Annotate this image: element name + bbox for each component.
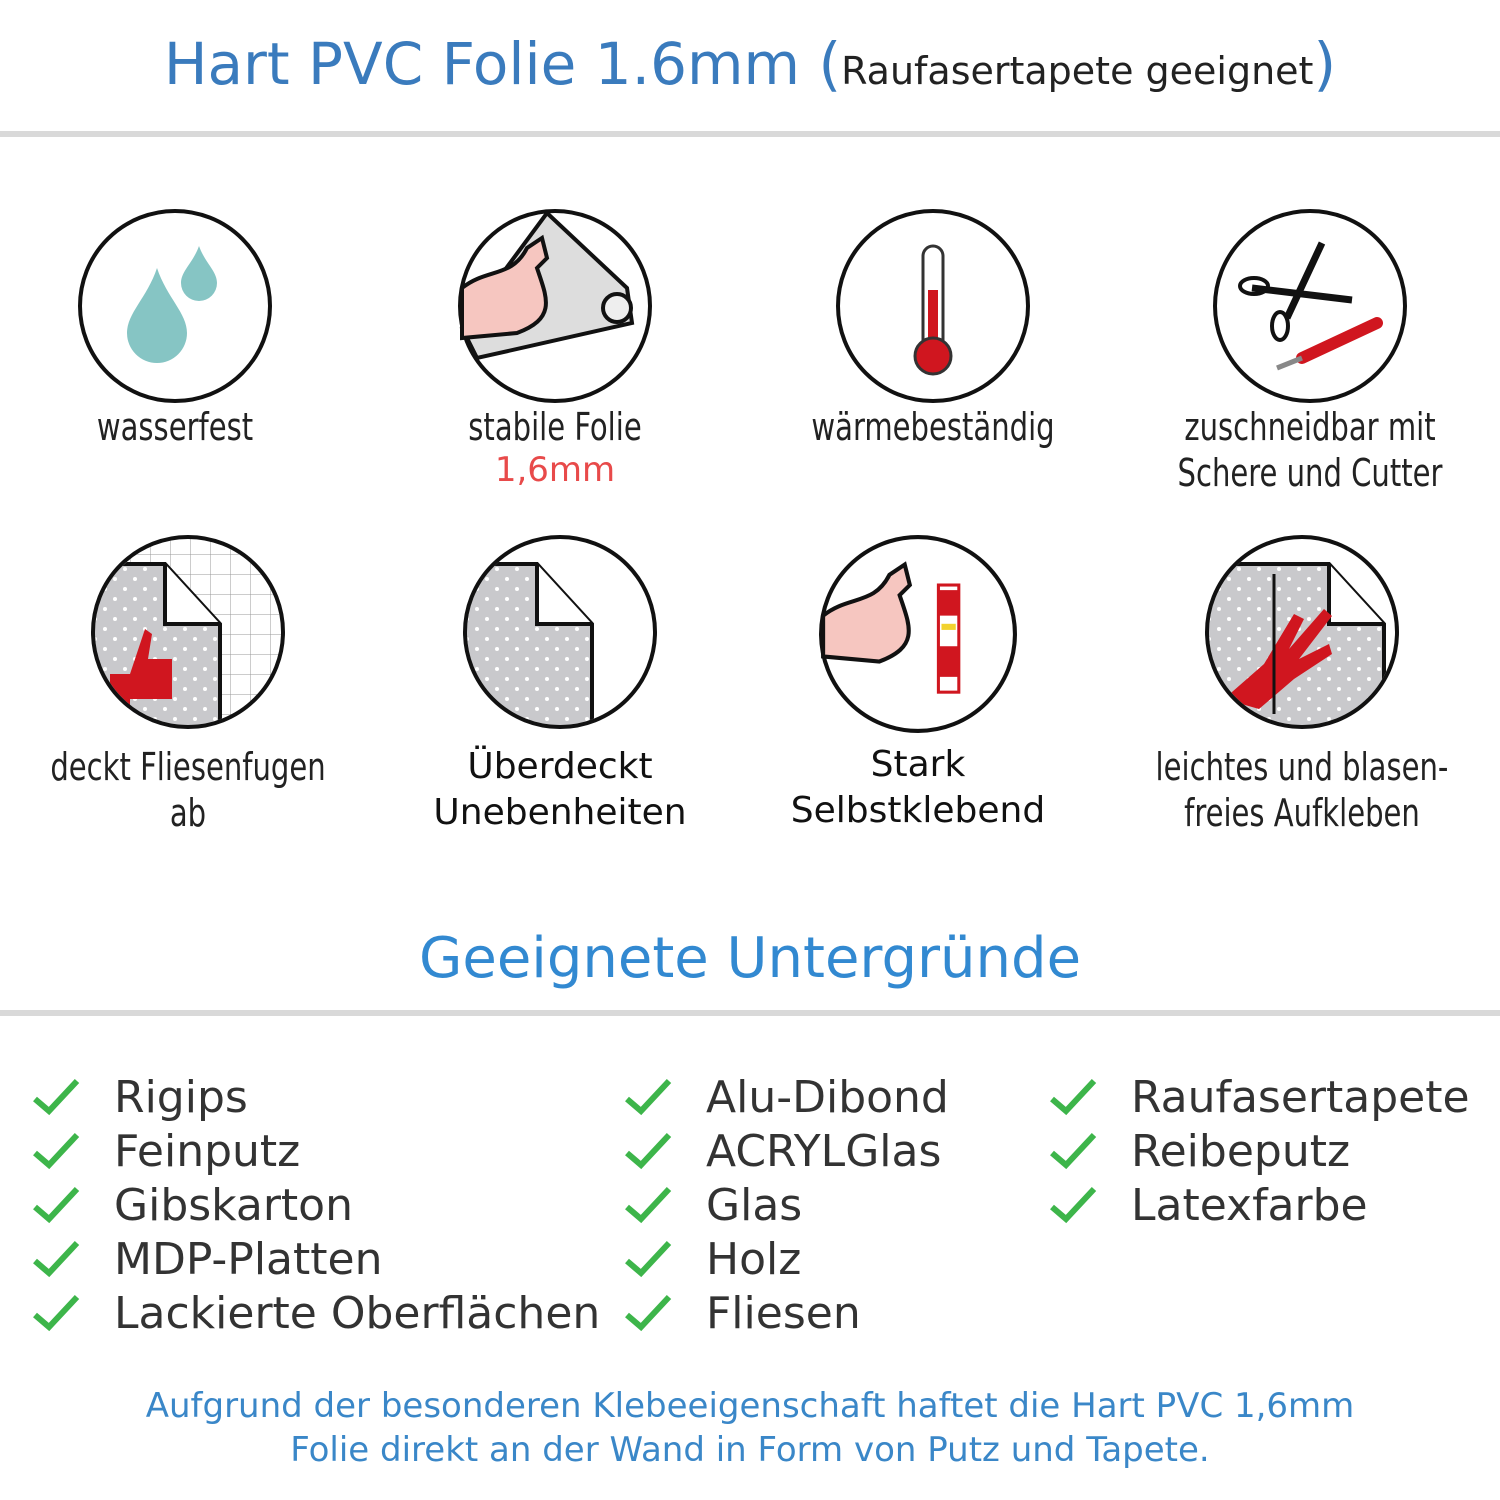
feature-covers-joints: deckt Fliesenfugen ab: [8, 534, 368, 836]
check-icon: [625, 1294, 672, 1332]
surface-label: Feinputz: [114, 1125, 301, 1177]
check-icon: [33, 1294, 80, 1332]
feature-label: Unebenheiten: [433, 792, 687, 833]
feature-label: Stark: [870, 744, 966, 785]
surface-item: Alu-Dibond: [624, 1070, 949, 1124]
title-subtitle: Raufasertapete geeignet: [841, 49, 1314, 93]
feature-label: wasserfest: [96, 405, 254, 449]
feature-waterproof: wasserfest: [0, 208, 355, 450]
paren: (: [818, 30, 842, 98]
thermometer-icon: [836, 209, 1030, 403]
surface-label: Gibskarton: [114, 1179, 353, 1231]
page-title: Hart PVC Folie 1.6mm (Raufasertapete gee…: [0, 30, 1500, 98]
surface-item: Lackierte Oberflächen: [32, 1286, 600, 1340]
surface-item: Latexfarbe: [1049, 1178, 1470, 1232]
check-icon: [625, 1132, 672, 1170]
check-icon: [625, 1186, 672, 1224]
divider: [0, 131, 1500, 137]
arm-glue-icon: [819, 535, 1017, 733]
surface-label: Latexfarbe: [1131, 1179, 1368, 1231]
feature-label: zuschneidbar mit: [1184, 405, 1436, 449]
check-icon: [33, 1132, 80, 1170]
feature-stable: stabile Folie 1,6mm: [375, 208, 735, 490]
surface-item: Raufasertapete: [1049, 1070, 1470, 1124]
foil-corner-icon: [463, 535, 657, 729]
surface-item: ACRYLGlas: [624, 1124, 949, 1178]
surface-label: Alu-Dibond: [706, 1071, 949, 1123]
surface-label: MDP-Platten: [114, 1233, 383, 1285]
check-icon: [625, 1240, 672, 1278]
feature-label: Überdeckt: [467, 746, 653, 787]
surface-item: Rigips: [32, 1070, 600, 1124]
scissors-cutter-icon: [1213, 209, 1407, 403]
feature-easy-application: leichtes und blasen- freies Aufkleben: [1122, 534, 1482, 836]
check-icon: [1050, 1078, 1097, 1116]
footer-line: Aufgrund der besonderen Klebeeigenschaft…: [145, 1386, 1355, 1426]
feature-covers-unevenness: Überdeckt Unebenheiten: [380, 534, 740, 836]
footer-note: Aufgrund der besonderen Klebeeigenschaft…: [0, 1384, 1500, 1472]
feature-label: leichtes und blasen-: [1155, 745, 1449, 789]
surface-label: Rigips: [114, 1071, 248, 1123]
surface-item: Reibeputz: [1049, 1124, 1470, 1178]
check-icon: [625, 1078, 672, 1116]
surface-item: Glas: [624, 1178, 949, 1232]
check-icon: [33, 1240, 80, 1278]
feature-label: freies Aufkleben: [1184, 791, 1420, 835]
surface-list-2: Alu-Dibond ACRYLGlas Glas Holz Fliesen: [624, 1070, 949, 1340]
surface-item: Feinputz: [32, 1124, 600, 1178]
check-icon: [1050, 1132, 1097, 1170]
feature-label: Selbstklebend: [790, 790, 1046, 831]
footer-line: Folie direkt an der Wand in Form von Put…: [290, 1430, 1210, 1470]
surface-item: Fliesen: [624, 1286, 949, 1340]
surface-label: Fliesen: [706, 1287, 861, 1339]
surface-item: Gibskarton: [32, 1178, 600, 1232]
thumbs-up-tiles-icon: [91, 535, 285, 729]
feature-label: wärmebeständig: [811, 405, 1055, 449]
surface-list-3: Raufasertapete Reibeputz Latexfarbe: [1049, 1070, 1470, 1232]
title-main: Hart PVC Folie 1.6mm: [163, 30, 801, 98]
surface-label: Lackierte Oberflächen: [114, 1287, 601, 1339]
check-icon: [33, 1186, 80, 1224]
paren: ): [1313, 30, 1337, 98]
surface-label: Holz: [706, 1233, 802, 1285]
surface-list-1: Rigips Feinputz Gibskarton MDP-Platten Lacki…: [32, 1070, 600, 1340]
check-icon: [1050, 1186, 1097, 1224]
surface-label: ACRYLGlas: [706, 1125, 942, 1177]
surface-label: Raufasertapete: [1131, 1071, 1470, 1123]
feature-label: stabile Folie: [468, 405, 642, 449]
surface-item: Holz: [624, 1232, 949, 1286]
feature-label: deckt Fliesenfugen ab: [50, 745, 326, 835]
thickness-highlight: 1,6mm: [494, 450, 616, 490]
feature-heat-resistant: wärmebeständig: [753, 208, 1113, 450]
surface-label: Glas: [706, 1179, 803, 1231]
feature-label: Schere und Cutter: [1177, 451, 1443, 495]
section-title: Geeignete Untergründe: [418, 926, 1082, 991]
divider: [0, 1010, 1500, 1016]
check-icon: [33, 1078, 80, 1116]
surface-item: MDP-Platten: [32, 1232, 600, 1286]
surface-label: Reibeputz: [1131, 1125, 1351, 1177]
water-drops-icon: [78, 209, 272, 403]
feature-cuttable: zuschneidbar mit Schere und Cutter: [1130, 208, 1490, 496]
hand-smoothing-icon: [1205, 535, 1399, 729]
strong-arm-foil-icon: [458, 209, 652, 403]
feature-self-adhesive: Stark Selbstklebend: [738, 534, 1098, 834]
